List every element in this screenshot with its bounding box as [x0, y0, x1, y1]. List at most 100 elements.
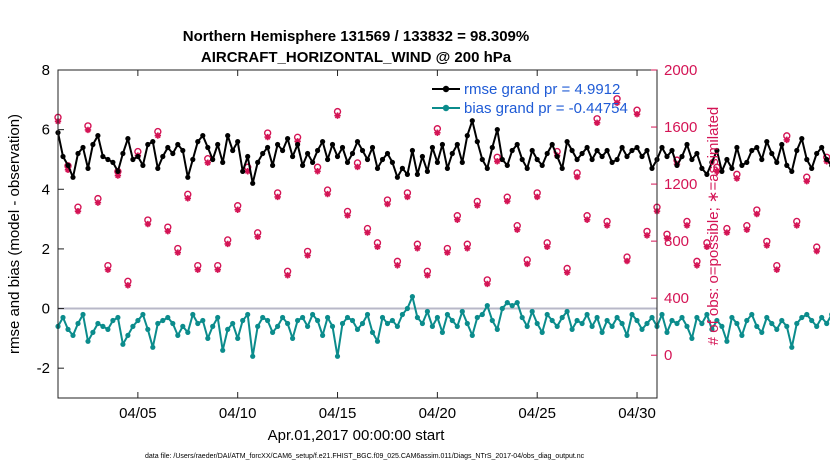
bias-point — [824, 320, 830, 327]
bias-point — [130, 323, 136, 329]
bias-point — [280, 314, 286, 321]
rmse-point — [170, 150, 176, 157]
rmse-point — [389, 159, 395, 165]
rmse-point — [320, 139, 326, 145]
obs-point — [613, 95, 621, 106]
obs-point — [523, 256, 531, 268]
obs-point — [104, 261, 112, 273]
bias-point — [584, 311, 590, 318]
bias-point — [190, 311, 196, 318]
rmse-point — [65, 162, 71, 168]
obs-point — [74, 203, 82, 215]
obs-assimilated-marker — [304, 252, 311, 259]
rmse-point — [270, 162, 276, 168]
rmse-point — [729, 165, 735, 171]
bias-point — [599, 329, 605, 335]
obs-point — [293, 133, 302, 145]
rmse-point — [539, 162, 545, 168]
bias-point — [469, 332, 475, 338]
bias-point — [629, 311, 635, 318]
rmse-point — [255, 159, 261, 165]
rmse-point — [394, 174, 400, 180]
bias-point — [464, 320, 470, 327]
rmse-point — [125, 136, 131, 142]
obs-assimilated-marker — [663, 235, 671, 242]
rmse-point — [105, 156, 111, 163]
rmse-point — [414, 171, 420, 177]
obs-point — [583, 212, 591, 223]
x-tick-label: 04/20 — [419, 405, 457, 422]
obs-assimilated-marker — [713, 168, 721, 175]
obs-point — [393, 257, 402, 269]
obs-assimilated-marker — [244, 168, 251, 175]
bias-point — [639, 326, 645, 332]
bias-point — [80, 311, 86, 318]
obs-assimilated-marker — [254, 233, 261, 241]
bias-point — [804, 311, 810, 318]
bias-point — [270, 329, 276, 335]
plot-frame — [57, 69, 658, 399]
obs-assimilated-marker — [174, 249, 181, 256]
rmse-point — [724, 156, 730, 163]
bias-point — [704, 311, 710, 318]
obs-assimilated-marker — [743, 226, 751, 233]
obs-assimilated-marker — [264, 133, 271, 141]
bias-point — [809, 317, 815, 324]
obs-point — [633, 106, 641, 118]
obs-point — [453, 212, 462, 223]
rmse-point — [459, 159, 465, 165]
obs-assimilated-marker — [593, 119, 601, 126]
obs-point — [573, 169, 581, 181]
bias-point — [389, 317, 395, 324]
bias-point — [165, 314, 171, 321]
obs-assimilated-marker — [414, 245, 421, 252]
rmse-point — [250, 180, 256, 186]
rmse-point — [804, 156, 810, 163]
obs-assimilated-marker — [723, 229, 731, 236]
bias-point — [414, 314, 420, 321]
obs-point — [214, 261, 222, 273]
bias-point — [534, 320, 540, 327]
bias-point — [215, 314, 221, 321]
bias-point — [509, 303, 515, 309]
rmse-point — [669, 147, 675, 154]
obs-assimilated-marker — [404, 193, 411, 201]
bias-point — [589, 323, 595, 329]
rmse-point — [479, 156, 485, 163]
rmse-point — [424, 168, 430, 174]
obs-point — [563, 264, 571, 276]
bias-point — [155, 320, 161, 327]
rmse-point — [180, 147, 186, 154]
bias-point — [734, 320, 740, 327]
rmse-point — [70, 174, 76, 180]
rmse-point — [719, 168, 725, 174]
obs-assimilated-marker — [94, 199, 102, 206]
bias-point — [295, 317, 301, 324]
rmse-point — [280, 147, 286, 154]
bias-point — [619, 320, 625, 327]
obs-point — [603, 217, 611, 229]
bias-point — [70, 332, 76, 338]
rmse-point — [559, 165, 565, 171]
rmse-point — [60, 153, 66, 160]
bias-point — [644, 320, 650, 327]
bias-point — [499, 305, 505, 312]
obs-point — [783, 132, 791, 144]
bias-point — [634, 317, 640, 324]
rmse-point — [329, 141, 336, 148]
bias-point — [384, 320, 391, 327]
obs-assimilated-marker — [573, 173, 581, 181]
obs-assimilated-marker — [813, 247, 820, 255]
obs-assimilated-marker — [424, 272, 431, 279]
rmse-point — [359, 147, 366, 154]
obs-point — [743, 222, 751, 233]
bias-point — [744, 317, 750, 324]
x-tick-label: 04/25 — [518, 405, 556, 422]
obs-point — [683, 217, 691, 229]
rmse-point — [659, 144, 665, 151]
bias-point — [85, 338, 91, 344]
rmse-point — [90, 141, 96, 148]
obs-point — [773, 261, 781, 273]
bias-point — [739, 332, 745, 338]
rmse-point — [130, 156, 136, 163]
